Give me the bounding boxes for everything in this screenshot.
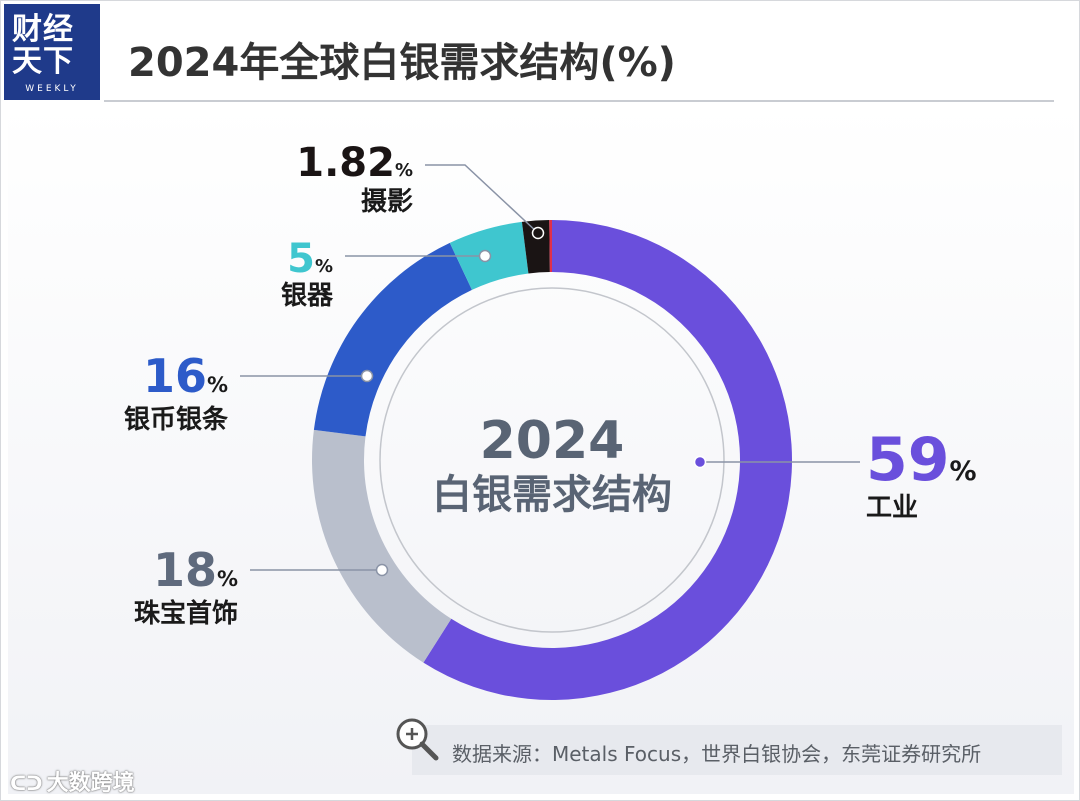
leader-dot (360, 369, 374, 383)
logo-subtitle: WEEKLY (25, 84, 79, 94)
donut-slice-accent (549, 220, 552, 273)
slice-category-label: 摄影 (361, 187, 413, 217)
watermark-logo-icon: ᑕᑐ (10, 771, 43, 795)
slice-category-label: 银器 (281, 281, 334, 311)
leader-dot (693, 455, 707, 469)
slice-category-label: 珠宝首饰 (134, 598, 238, 629)
donut-slice-0 (423, 220, 793, 700)
slice-value-label: 5% (287, 236, 333, 282)
magnifier-icon (396, 718, 439, 761)
logo-line-2: 天下 (12, 44, 74, 79)
leader-lines (240, 164, 860, 577)
watermark: ᑕᑐ 大数跨境 (10, 765, 135, 797)
watermark-text: 大数跨境 (46, 771, 135, 796)
leader-line (425, 164, 539, 234)
donut-slice-1 (312, 429, 452, 663)
slice-labels: 59%工业 18%珠宝首饰 16%银币银条 5%银器 1.82%摄影 (124, 140, 977, 629)
source-box (412, 725, 1062, 775)
chart-title: 2024年全球白银需求结构(%) (128, 40, 676, 86)
slice-category-label: 工业 (866, 493, 918, 523)
slice-value-label: 16% (143, 349, 228, 403)
brand-logo: 财经 天下 WEEKLY (4, 4, 100, 100)
logo-text: 财经 天下 (12, 14, 92, 78)
inner-ring (379, 287, 725, 633)
slice-value-label: 1.82% (296, 140, 413, 186)
center-label-year: 2024 (480, 411, 625, 471)
donut-slice-2 (313, 242, 472, 437)
data-source: 数据来源：Metals Focus，世界白银协会，东莞证券研究所 (452, 742, 982, 766)
leader-dot (375, 563, 389, 577)
slice-value-label: 59% (866, 425, 977, 495)
slice-category-label: 银币银条 (124, 405, 229, 435)
slice-value-label: 18% (153, 543, 238, 597)
logo-line-1: 财经 (12, 12, 74, 47)
center-label-title: 白银需求结构 (432, 472, 672, 518)
leader-dot (478, 249, 492, 263)
title-divider (104, 100, 1054, 102)
leader-dot (531, 226, 545, 240)
